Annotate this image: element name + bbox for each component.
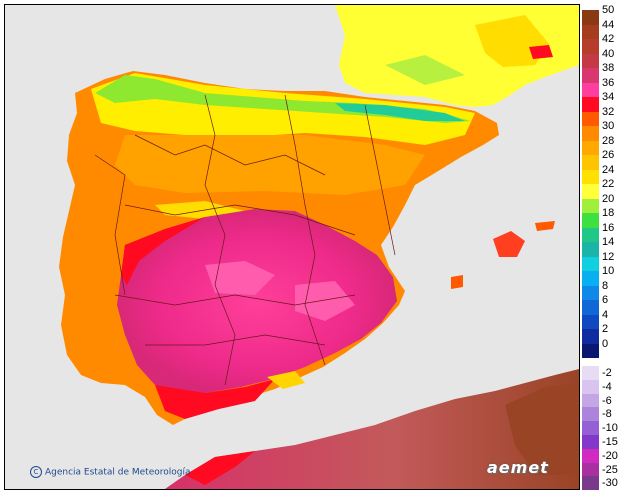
legend-label: 12 [602, 250, 615, 263]
legend-swatch [582, 111, 599, 126]
legend-swatch [582, 198, 599, 213]
legend-swatch [582, 329, 599, 344]
legend-swatch [582, 379, 599, 394]
legend-label: -25 [602, 463, 618, 476]
legend-label: -10 [602, 422, 618, 435]
legend-label: -8 [602, 408, 612, 421]
hot-spot-france [529, 45, 553, 59]
africa-red-coast [185, 451, 255, 485]
legend-label: 42 [602, 33, 615, 45]
province-borders [94, 94, 396, 386]
legend-swatch [582, 285, 599, 300]
legend-swatch [582, 10, 599, 25]
legend-swatch [582, 435, 599, 449]
legend-swatch [582, 227, 599, 242]
legend-swatch [582, 53, 599, 68]
legend-swatch [582, 213, 599, 228]
africa-hot-zone [505, 383, 579, 475]
credit-text: Agencia Estatal de Meteorología [45, 467, 191, 478]
legend-label: -4 [602, 380, 612, 393]
ibiza [451, 275, 463, 289]
legend-swatch [582, 393, 599, 408]
legend-swatch [582, 476, 599, 491]
legend-label: 44 [602, 18, 615, 31]
legend-swatch [582, 271, 599, 286]
legend-swatch [582, 421, 599, 435]
legend-label: 32 [602, 105, 615, 118]
legend-label: 8 [602, 279, 609, 292]
legend-label: -30 [602, 477, 618, 490]
legend-swatch [582, 407, 599, 422]
legend-swatch [582, 314, 599, 329]
legend-swatch [582, 140, 599, 155]
legend-label: 0 [602, 337, 609, 350]
map-canvas [5, 5, 579, 489]
legend-swatch [582, 97, 599, 112]
legend-swatch [582, 184, 599, 199]
legend-label: 40 [602, 47, 615, 60]
legend-swatch [582, 169, 599, 184]
france-green [385, 55, 465, 85]
france-mountains [475, 15, 550, 67]
legend-label: 34 [602, 91, 615, 103]
south-hot-region [117, 209, 397, 397]
legend-label: 38 [602, 62, 615, 74]
legend-label: 6 [602, 294, 609, 306]
legend-label: 24 [602, 163, 615, 176]
legend-label: 14 [602, 236, 615, 248]
legend-swatch [582, 300, 599, 315]
pink-inland [205, 261, 275, 295]
copyright-icon: C [30, 466, 42, 478]
pink-inland-2 [295, 281, 355, 321]
legend-label: -6 [602, 394, 612, 407]
legend-label: -15 [602, 436, 618, 448]
menorca [535, 221, 555, 231]
temperature-map [4, 4, 580, 490]
legend-label: 16 [602, 221, 615, 234]
legend-swatch [582, 343, 599, 358]
north-africa [165, 369, 579, 489]
legend-label: 4 [602, 308, 609, 321]
legend-label: 50 [602, 4, 615, 16]
legend-swatch [582, 366, 599, 380]
central-plateau [115, 135, 425, 195]
pyrenees-teal [335, 103, 465, 121]
legend-label: 26 [602, 149, 615, 161]
guadalquivir-red [155, 379, 275, 419]
legend-swatch [582, 448, 599, 463]
legend-label: -2 [602, 367, 612, 379]
legend-label: 28 [602, 134, 615, 147]
legend-swatch [582, 242, 599, 257]
legend-swatch [582, 39, 599, 54]
legend-swatch [582, 155, 599, 170]
agency-credit: C Agencia Estatal de Meteorología [30, 466, 191, 478]
legend-label: 10 [602, 265, 615, 277]
legend-swatch [582, 24, 599, 39]
legend-swatch [582, 256, 599, 271]
legend-label: 30 [602, 120, 615, 132]
legend-swatch [582, 462, 599, 477]
legend-label: 36 [602, 76, 615, 89]
aemet-logo: aemet [487, 458, 549, 477]
legend-swatch [582, 68, 599, 83]
legend-label: 22 [602, 178, 615, 190]
mallorca [493, 231, 525, 257]
legend-swatch [582, 126, 599, 141]
legend-label: 2 [602, 323, 609, 335]
legend-label: -20 [602, 449, 618, 462]
hot-red-edge [121, 217, 205, 285]
legend-label: 20 [602, 192, 615, 205]
sierra-nevada-orange [267, 371, 305, 389]
temperature-legend: 50 44 42 40 38 36 34 32 30 28 26 24 22 20 18 16 14 12 10 8 6… [582, 4, 630, 491]
legend-swatch [582, 82, 599, 97]
legend-label: 18 [602, 207, 615, 219]
